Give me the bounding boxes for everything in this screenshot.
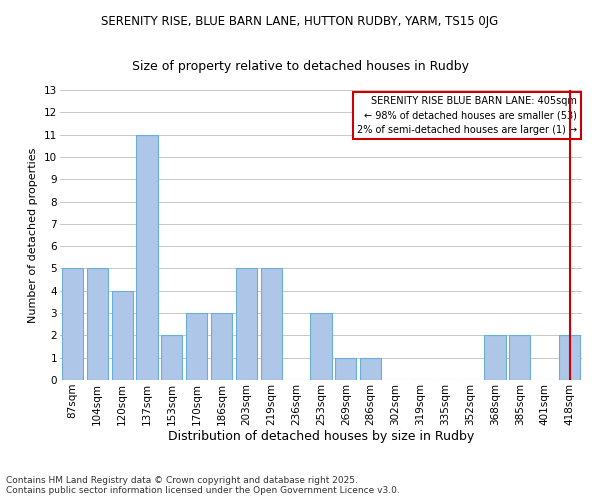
Bar [261, 268, 282, 380]
Text: Contains HM Land Registry data © Crown copyright and database right 2025.
Contai: Contains HM Land Registry data © Crown c… [6, 476, 400, 495]
Bar [87, 268, 108, 380]
Text: SERENITY RISE, BLUE BARN LANE, HUTTON RUDBY, YARM, TS15 0JG: SERENITY RISE, BLUE BARN LANE, HUTTON RU… [101, 15, 499, 28]
Bar [310, 313, 332, 380]
Text: Size of property relative to detached houses in Rudby: Size of property relative to detached ho… [131, 60, 469, 73]
Bar [161, 336, 182, 380]
Bar [484, 336, 506, 380]
Bar [112, 291, 133, 380]
Bar [360, 358, 381, 380]
Text: SERENITY RISE BLUE BARN LANE: 405sqm
← 98% of detached houses are smaller (53)
2: SERENITY RISE BLUE BARN LANE: 405sqm ← 9… [356, 96, 577, 136]
X-axis label: Distribution of detached houses by size in Rudby: Distribution of detached houses by size … [168, 430, 474, 444]
Bar [136, 134, 158, 380]
Bar [211, 313, 232, 380]
Bar [236, 268, 257, 380]
Bar [509, 336, 530, 380]
Bar [335, 358, 356, 380]
Bar [186, 313, 207, 380]
Bar [62, 268, 83, 380]
Bar [559, 336, 580, 380]
Y-axis label: Number of detached properties: Number of detached properties [28, 148, 38, 322]
